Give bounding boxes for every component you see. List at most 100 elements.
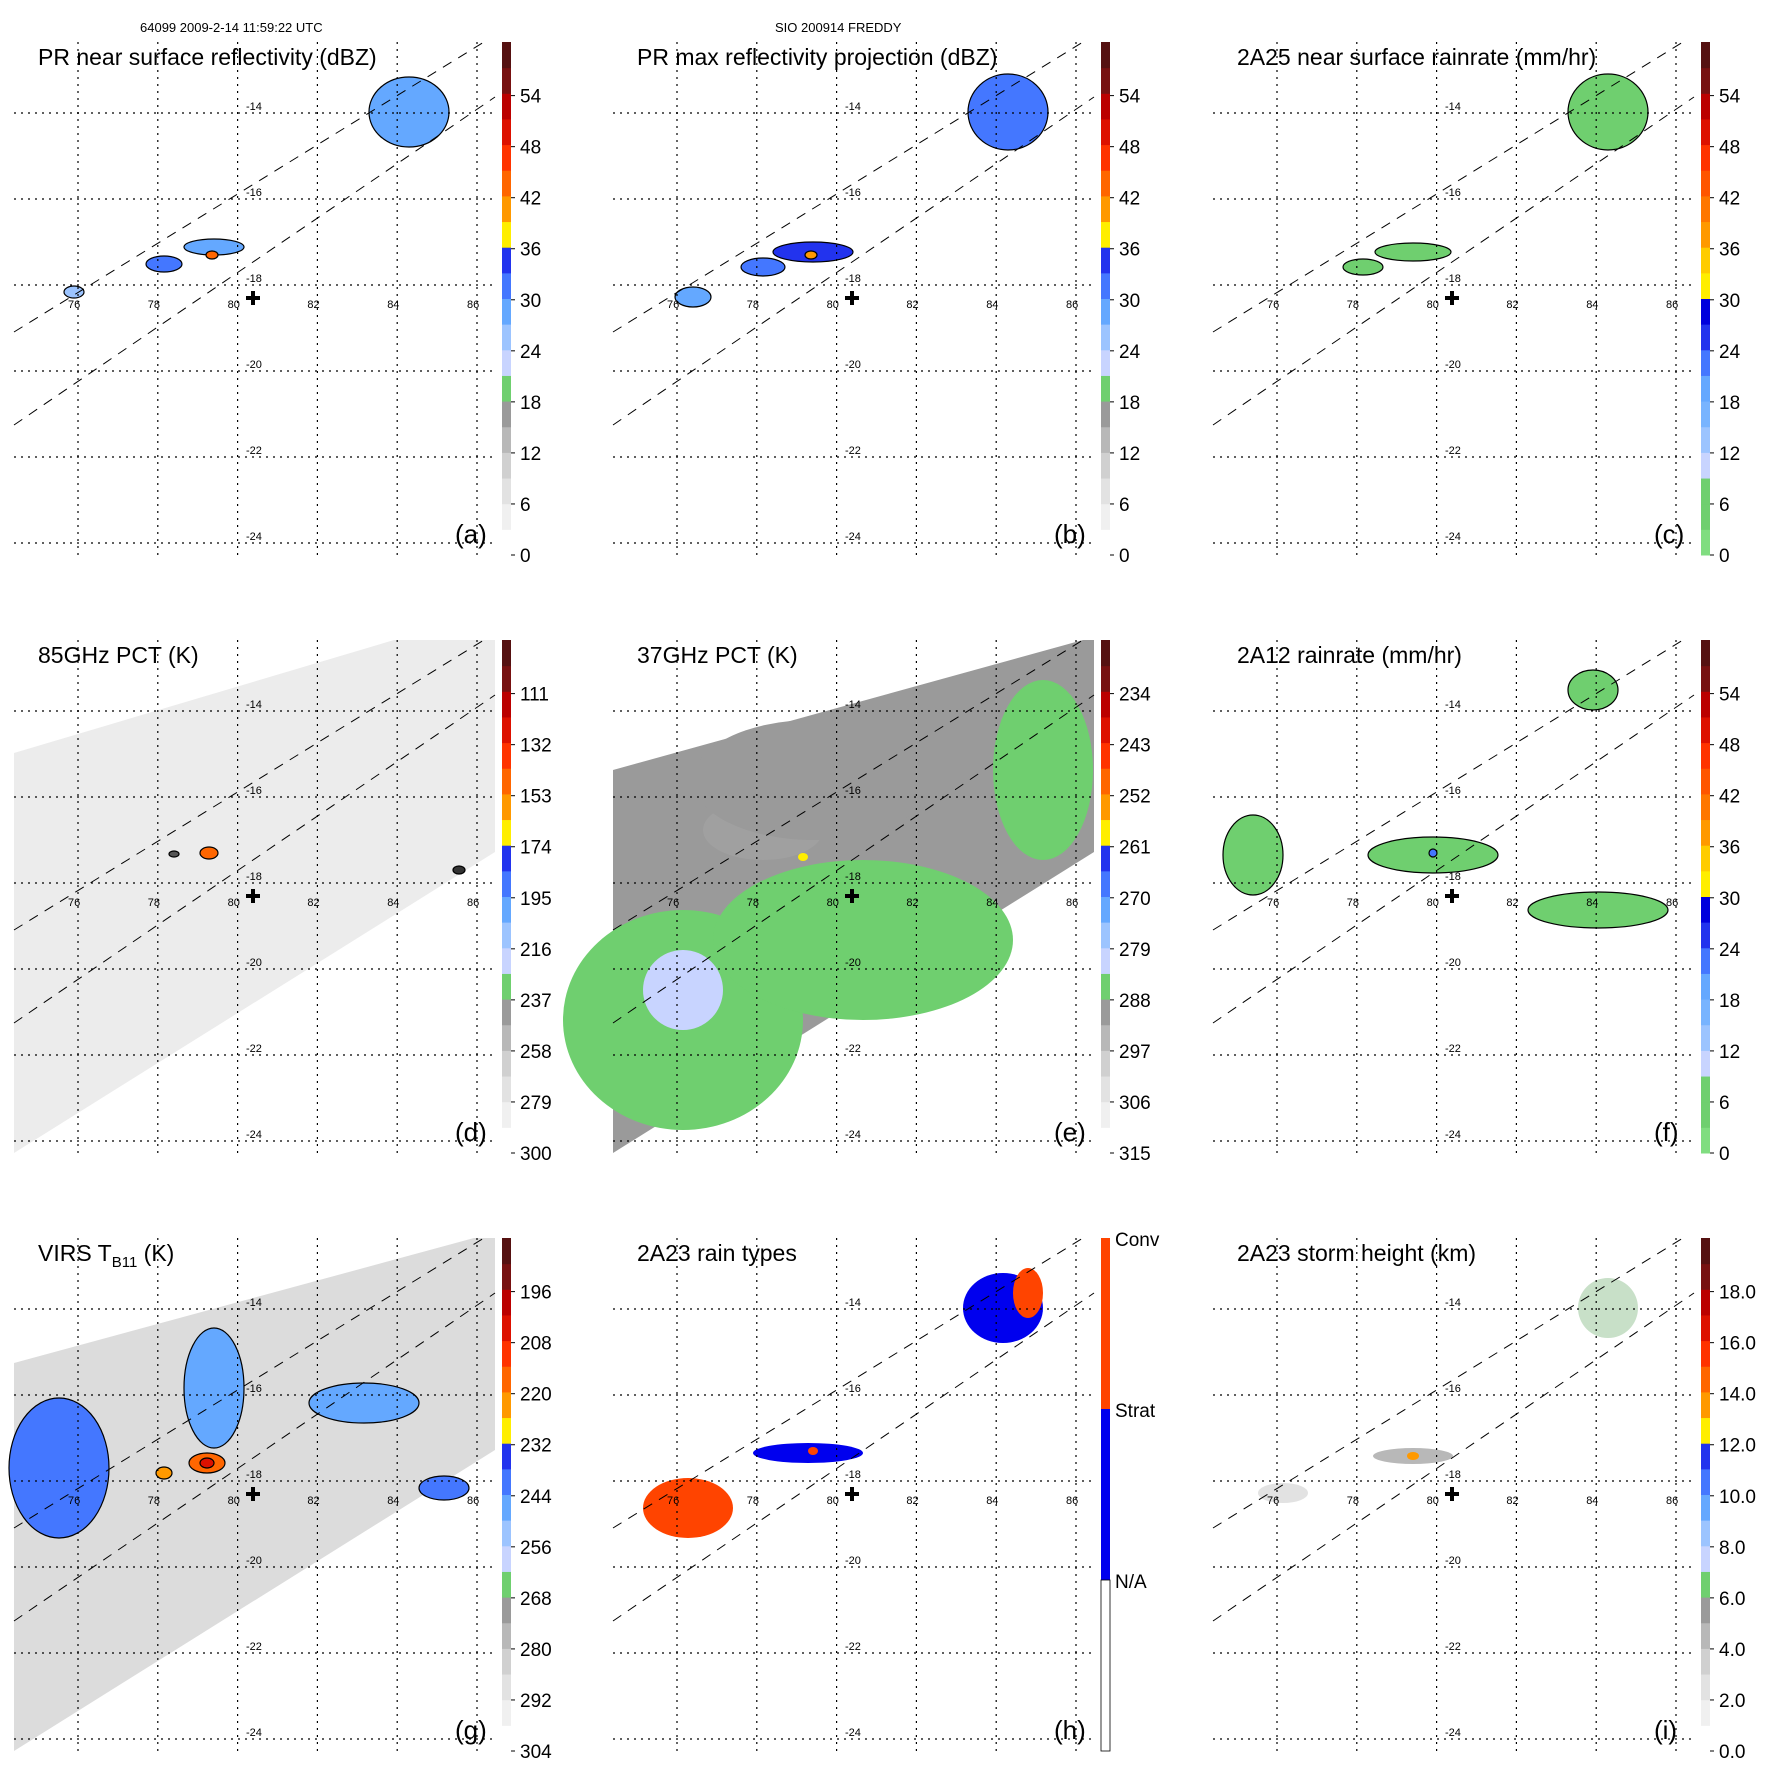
colorbar-bin bbox=[502, 375, 511, 402]
pr-swath-edge bbox=[13, 694, 496, 1024]
lat-tick-label: -14 bbox=[246, 699, 262, 711]
colorbar-bin bbox=[502, 1024, 511, 1051]
colorbar-tick-label: 54 bbox=[1119, 87, 1141, 108]
colorbar-tick-label: 36 bbox=[520, 240, 541, 261]
lat-tick-label: -24 bbox=[845, 531, 861, 543]
colorbar-bin bbox=[502, 665, 511, 692]
lat-tick-label: -20 bbox=[845, 1555, 861, 1567]
lon-tick-label: 80 bbox=[228, 1495, 240, 1507]
colorbar-tick-label: 18 bbox=[1719, 991, 1740, 1012]
lat-tick-label: -14 bbox=[246, 101, 262, 113]
colorbar-tick-label: 279 bbox=[1119, 940, 1151, 961]
colorbar-tick-label: 132 bbox=[520, 736, 552, 757]
lon-tick-label: 76 bbox=[667, 299, 679, 311]
colorbar-bin bbox=[1101, 478, 1110, 505]
lat-tick-label: -16 bbox=[1445, 187, 1461, 199]
colorbar-bin bbox=[502, 1127, 511, 1154]
lon-tick-label: 86 bbox=[467, 897, 479, 909]
lat-tick-label: -22 bbox=[845, 445, 861, 457]
lat-tick-label: -16 bbox=[246, 1383, 262, 1395]
colorbar-tick-label: 30 bbox=[520, 291, 541, 312]
colorbar-bin bbox=[1101, 93, 1110, 120]
colorbar-bin bbox=[1701, 1674, 1710, 1701]
colorbar-bin bbox=[502, 1674, 511, 1701]
precip-feature bbox=[1407, 1452, 1419, 1460]
colorbar-tick-label: 30 bbox=[1719, 889, 1740, 910]
colorbar-bin bbox=[502, 426, 511, 453]
lon-tick-label: 80 bbox=[1427, 897, 1439, 909]
precip-feature bbox=[693, 720, 933, 840]
colorbar-bin bbox=[502, 324, 511, 351]
colorbar-bin bbox=[502, 1468, 511, 1495]
lat-tick-label: -24 bbox=[845, 1727, 861, 1739]
precip-feature bbox=[368, 76, 450, 148]
colorbar-bin bbox=[1701, 67, 1710, 94]
lon-tick-label: 76 bbox=[1267, 1495, 1279, 1507]
colorbar-tick-label: 0 bbox=[1119, 546, 1130, 567]
lat-tick-label: -22 bbox=[845, 1043, 861, 1055]
colorbar-bin bbox=[502, 298, 511, 325]
lat-tick-label: -20 bbox=[845, 359, 861, 371]
colorbar-bin bbox=[1701, 1571, 1710, 1598]
colorbar-tick-label: 6.0 bbox=[1719, 1589, 1745, 1610]
lon-tick-label: 84 bbox=[986, 1495, 998, 1507]
colorbar-bin bbox=[1701, 691, 1710, 718]
lon-tick-label: 84 bbox=[387, 1495, 399, 1507]
colorbar-tick-label: 6 bbox=[520, 495, 531, 516]
panel-c: 76 -14 78 -16 80 -18 82 -20 84 -22 86 -24 2A25 near … bbox=[1212, 41, 1741, 567]
colorbar-bin bbox=[1701, 1314, 1710, 1342]
lon-tick-label: 86 bbox=[467, 299, 479, 311]
colorbar-bin bbox=[502, 1545, 511, 1572]
colorbar-tick-label: 261 bbox=[1119, 838, 1151, 859]
pr-swath-edge bbox=[612, 1292, 1095, 1622]
storm-center-marker-icon bbox=[845, 889, 859, 903]
panel-h: 76 -14 78 -16 80 -18 82 -20 84 -22 86 -24 2A23 rain … bbox=[612, 1230, 1160, 1752]
colorbar-bin bbox=[1101, 1127, 1110, 1154]
colorbar-bin bbox=[1101, 922, 1110, 949]
lat-tick-label: -16 bbox=[1445, 1383, 1461, 1395]
lat-tick-label: -16 bbox=[845, 187, 861, 199]
lat-tick-label: -20 bbox=[246, 1555, 262, 1567]
precip-feature bbox=[1578, 1278, 1638, 1338]
colorbar-bin bbox=[1701, 529, 1710, 556]
colorbar-tick-label: 14.0 bbox=[1719, 1385, 1756, 1406]
lat-tick-label: -14 bbox=[845, 101, 861, 113]
storm-center-marker-icon bbox=[246, 291, 260, 305]
precip-feature bbox=[740, 257, 786, 277]
colorbar-tick-label: 0 bbox=[520, 546, 531, 567]
precip-feature bbox=[1374, 242, 1452, 262]
colorbar-bin bbox=[1101, 401, 1110, 428]
pr-swath-edge bbox=[1212, 1292, 1695, 1622]
colorbar-tick-label: 300 bbox=[520, 1144, 552, 1165]
colorbar-category-label: N/A bbox=[1115, 1572, 1147, 1593]
precip-feature bbox=[1222, 814, 1284, 896]
lat-tick-label: -20 bbox=[1445, 957, 1461, 969]
colorbar-bin bbox=[502, 144, 511, 171]
colorbar-bin bbox=[502, 1340, 511, 1367]
lat-tick-label: -14 bbox=[1445, 1297, 1461, 1309]
precip-feature bbox=[713, 860, 1013, 1020]
precip-feature bbox=[967, 73, 1049, 151]
lon-tick-label: 84 bbox=[1586, 897, 1598, 909]
colorbar-bin bbox=[1701, 1289, 1710, 1316]
colorbar-bin bbox=[1101, 999, 1110, 1026]
lon-tick-label: 78 bbox=[747, 299, 759, 311]
precip-feature bbox=[1567, 73, 1649, 151]
storm-center-marker-icon bbox=[1445, 889, 1459, 903]
lat-tick-label: -16 bbox=[246, 187, 262, 199]
colorbar-bin bbox=[1101, 768, 1110, 795]
lat-tick-label: -24 bbox=[246, 531, 262, 543]
colorbar-bin bbox=[502, 973, 511, 1000]
colorbar-category-label: Conv bbox=[1115, 1230, 1160, 1251]
lon-tick-label: 76 bbox=[68, 1495, 80, 1507]
colorbar-tick-label: 306 bbox=[1119, 1093, 1151, 1114]
lat-tick-label: -22 bbox=[1445, 1641, 1461, 1653]
colorbar-tick-label: 195 bbox=[520, 889, 552, 910]
lon-tick-label: 80 bbox=[827, 1495, 839, 1507]
lon-tick-label: 78 bbox=[1347, 897, 1359, 909]
precip-feature bbox=[1013, 1268, 1043, 1318]
lon-tick-label: 76 bbox=[68, 299, 80, 311]
lon-tick-label: 82 bbox=[1506, 299, 1518, 311]
title-subscript: B11 bbox=[112, 1254, 138, 1271]
colorbar-bin bbox=[1701, 1699, 1710, 1726]
